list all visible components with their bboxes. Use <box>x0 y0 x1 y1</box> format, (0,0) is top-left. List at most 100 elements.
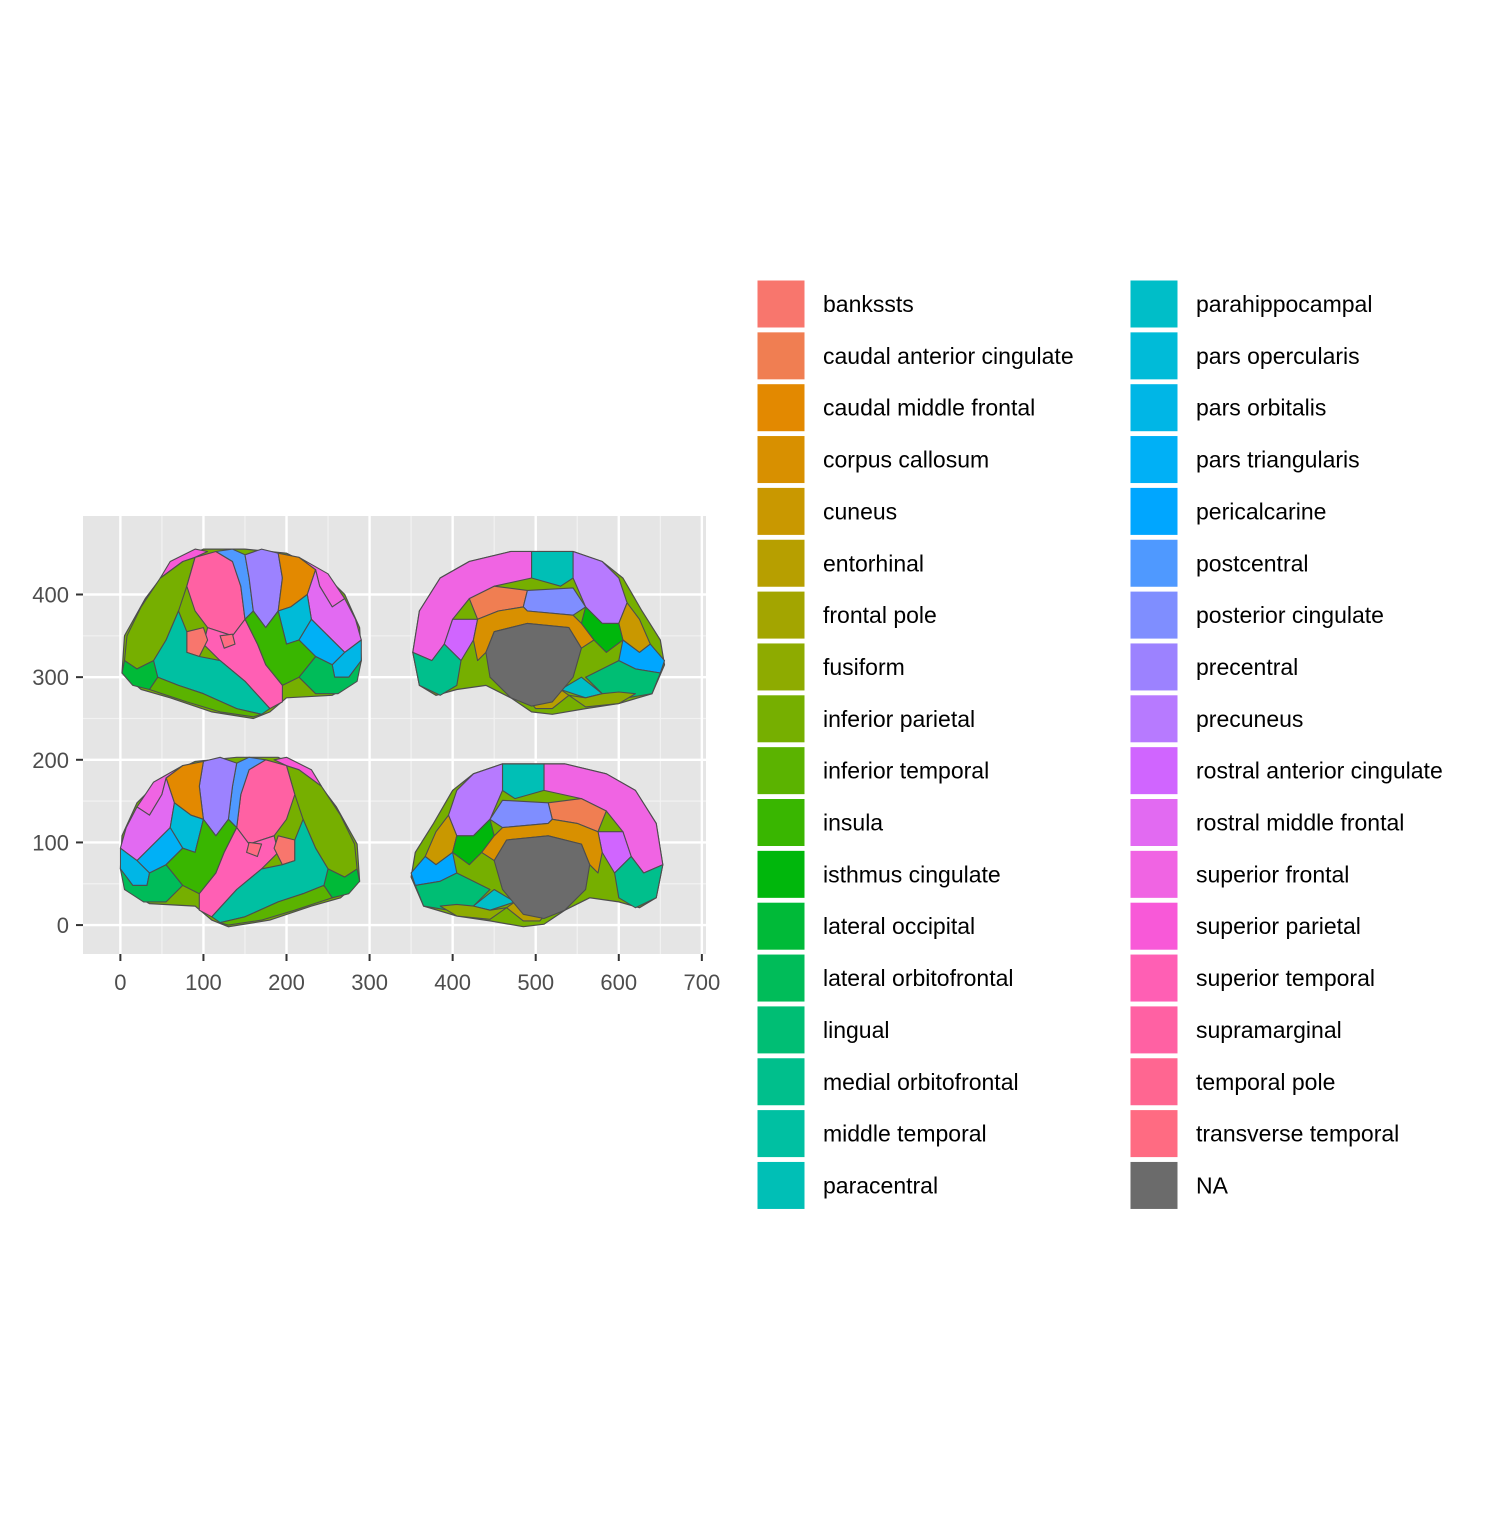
legend-key <box>1129 383 1179 433</box>
legend-key <box>756 383 806 433</box>
legend-item: pericalcarine <box>1129 486 1326 536</box>
region-superior-parietal <box>273 756 322 787</box>
legend-item: lingual <box>756 1005 890 1055</box>
legend-label: corpus callosum <box>823 447 989 473</box>
legend-label: pars opercularis <box>1196 343 1360 369</box>
legend-key <box>756 694 806 744</box>
legend-key <box>1129 279 1179 329</box>
legend-label: superior frontal <box>1196 861 1349 887</box>
legend-label: medial orbitofrontal <box>823 1069 1019 1095</box>
x-tick-label: 0 <box>114 970 126 995</box>
region-medial-orbitofrontal <box>614 855 664 909</box>
legend-label: middle temporal <box>823 1121 987 1147</box>
legend-label: superior temporal <box>1196 965 1375 991</box>
legend-label: precentral <box>1196 654 1298 680</box>
legend-item: transverse temporal <box>1129 1109 1399 1159</box>
legend-label: entorhinal <box>823 550 924 576</box>
legend-label: frontal pole <box>823 602 937 628</box>
legend: bankssts caudal anterior cingulate caudal … <box>756 279 1443 1210</box>
legend-label: precuneus <box>1196 706 1303 732</box>
legend-item: lateral occipital <box>756 901 975 951</box>
legend-item: frontal pole <box>756 590 937 640</box>
legend-item: insula <box>756 798 883 847</box>
legend-key <box>756 798 806 847</box>
legend-item: parahippocampal <box>1129 279 1372 329</box>
legend-label: posterior cingulate <box>1196 602 1384 628</box>
region-fusiform <box>568 691 636 708</box>
legend-key <box>756 642 806 692</box>
legend-key <box>756 901 806 951</box>
legend-key <box>1129 642 1179 692</box>
region-medial-orbitofrontal <box>412 643 462 696</box>
legend-key <box>756 1160 806 1210</box>
legend-item: medial orbitofrontal <box>756 1057 1019 1107</box>
legend-label: cuneus <box>823 498 897 524</box>
legend-key <box>1129 953 1179 1003</box>
region-na <box>485 622 582 707</box>
legend-label: pars orbitalis <box>1196 395 1326 421</box>
legend-key <box>756 746 806 796</box>
legend-key <box>756 590 806 640</box>
legend-label: NA <box>1196 1172 1229 1198</box>
legend-key <box>1129 538 1179 588</box>
legend-label: fusiform <box>823 654 905 680</box>
legend-item: precentral <box>1129 642 1298 692</box>
legend-label: insula <box>823 810 883 836</box>
legend-key <box>756 953 806 1003</box>
x-tick-label: 300 <box>351 970 388 995</box>
region-fusiform <box>439 903 508 920</box>
legend-key <box>756 849 806 899</box>
legend-key <box>1129 746 1179 796</box>
legend-label: pericalcarine <box>1196 498 1326 524</box>
legend-key <box>756 331 806 381</box>
view-left-lateral <box>121 548 362 720</box>
legend-item: superior parietal <box>1129 901 1361 951</box>
legend-item: precuneus <box>1129 694 1303 744</box>
legend-item: caudal anterior cingulate <box>756 331 1074 381</box>
region-inferior-temporal <box>219 884 333 926</box>
x-tick-label: 500 <box>517 970 554 995</box>
legend-label: caudal anterior cingulate <box>823 343 1074 369</box>
y-tick-label: 400 <box>32 583 69 608</box>
legend-label: supramarginal <box>1196 1017 1342 1043</box>
legend-item: rostral anterior cingulate <box>1129 746 1443 796</box>
legend-label: caudal middle frontal <box>823 395 1035 421</box>
legend-key <box>1129 331 1179 381</box>
x-tick-label: 200 <box>268 970 305 995</box>
y-tick-label: 0 <box>57 913 69 938</box>
legend-key <box>1129 1057 1179 1107</box>
legend-key <box>1129 1005 1179 1055</box>
legend-item: bankssts <box>756 279 914 329</box>
legend-label: paracentral <box>823 1172 938 1198</box>
legend-label: bankssts <box>823 291 914 317</box>
legend-item: posterior cingulate <box>1129 590 1384 640</box>
legend-key <box>1129 901 1179 951</box>
legend-item: postcentral <box>1129 538 1309 588</box>
region-lateral-orbitofrontal <box>298 655 362 695</box>
view-right-medial <box>410 763 664 928</box>
region-transverse-temporal <box>219 633 236 649</box>
legend-key <box>756 1057 806 1107</box>
legend-label: isthmus cingulate <box>823 861 1001 887</box>
legend-item: middle temporal <box>756 1109 987 1159</box>
legend-item: pars triangularis <box>1129 435 1360 485</box>
legend-key <box>756 435 806 485</box>
view-right-lateral <box>119 756 361 928</box>
legend-key <box>756 538 806 588</box>
legend-key <box>1129 694 1179 744</box>
axes: 0 100 200 300 400 500 600 700 0 100 200 300 400 <box>32 583 720 995</box>
legend-key <box>1129 849 1179 899</box>
legend-item: superior frontal <box>1129 849 1349 899</box>
legend-item: lateral orbitofrontal <box>756 953 1014 1003</box>
legend-key <box>756 1109 806 1159</box>
legend-item: fusiform <box>756 642 905 692</box>
legend-item: NA <box>1129 1160 1229 1210</box>
legend-label: lateral occipital <box>823 913 975 939</box>
legend-item: pars orbitalis <box>1129 383 1326 433</box>
legend-label: lateral orbitofrontal <box>823 965 1014 991</box>
legend-item: cuneus <box>756 486 897 536</box>
legend-key <box>756 279 806 329</box>
legend-key <box>1129 435 1179 485</box>
